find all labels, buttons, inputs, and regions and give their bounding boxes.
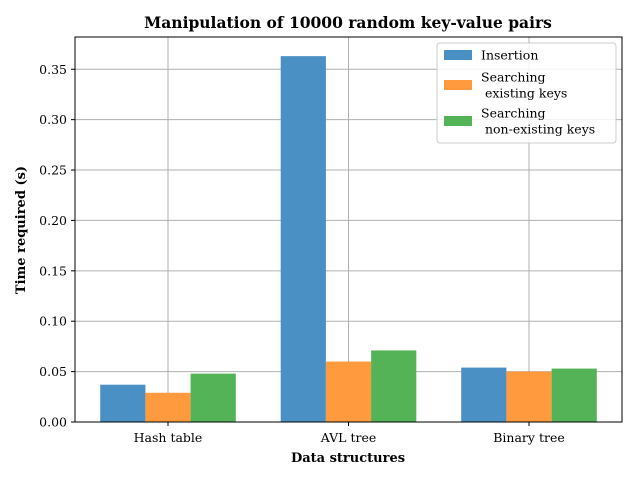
bar [280,56,326,422]
y-tick-label: 0.25 [39,163,67,178]
y-tick-label: 0.30 [39,112,67,127]
x-axis-ticks: Hash table AVL tree Binary tree [134,422,565,445]
y-tick-label: 0.10 [39,314,67,329]
y-axis-label: Time required (s) [14,166,29,294]
legend-box [436,42,617,144]
y-tick-label: 0.35 [39,62,67,77]
x-tick-label: AVL tree [320,430,377,445]
bar [506,371,552,422]
bar [190,373,236,422]
bar [461,367,507,422]
legend-label: Searching non-existing keys [481,106,595,137]
bar [371,350,417,422]
x-tick-label: Binary tree [493,430,565,445]
legend-swatch [444,116,472,126]
legend: Insertion Searching existing keys Searchin… [436,42,617,144]
legend-label: Insertion [481,48,538,63]
legend-label: Searching existing keys [481,70,567,101]
legend-swatch [444,50,472,60]
bar [551,368,597,422]
bar [325,361,372,422]
x-tick-label: Hash table [134,430,203,445]
y-tick-label: 0.05 [39,364,67,379]
y-tick-label: 0.20 [39,213,67,228]
y-tick-label: 0.00 [39,415,67,430]
bar [100,384,146,422]
x-axis-label: Data structures [291,451,405,466]
legend-swatch [444,80,472,90]
chart-title: Manipulation of 10000 random key-value p… [144,13,552,32]
bars [100,56,597,422]
y-axis-ticks: 0.00 0.05 0.10 0.15 0.20 0.25 0.30 0.35 [39,62,75,430]
y-tick-label: 0.15 [39,263,67,278]
bar [145,392,191,422]
